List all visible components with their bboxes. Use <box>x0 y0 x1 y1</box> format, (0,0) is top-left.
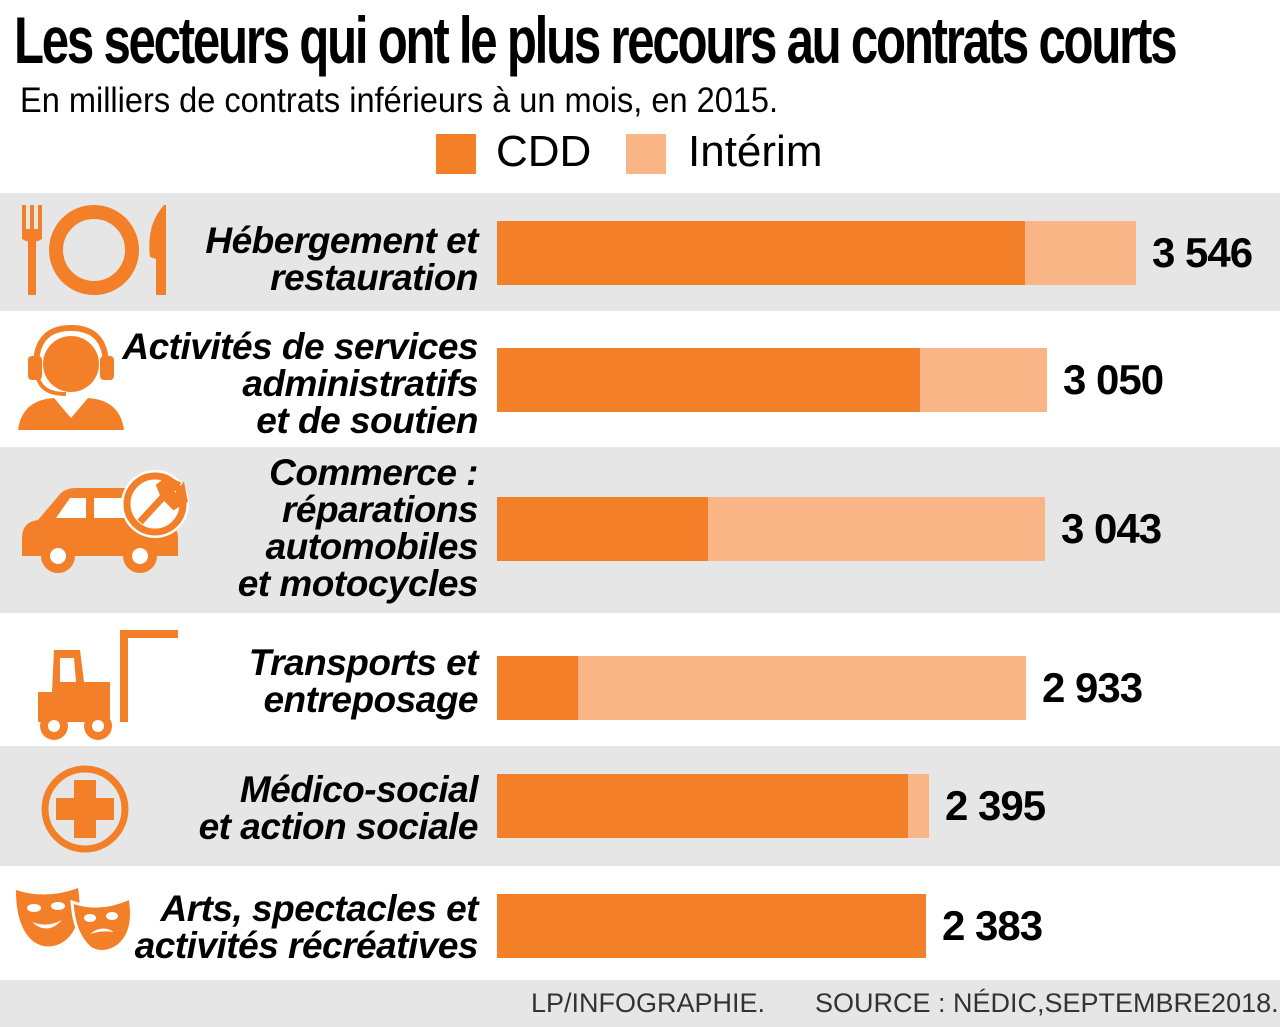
bar-total-label: 2 933 <box>1042 664 1143 711</box>
bar-total-label: 3 050 <box>1063 356 1164 403</box>
bar-total-label: 2 395 <box>945 782 1046 829</box>
category-label: Commerce : réparations automobiles et mo… <box>237 452 479 604</box>
car-wrench-icon <box>18 468 190 581</box>
bar-total-label: 2 383 <box>942 902 1043 949</box>
bar-cdd <box>497 894 926 958</box>
chart-subtitle: En milliers de contrats inférieurs à un … <box>20 81 779 120</box>
cutlery-plate-icon <box>16 205 168 300</box>
bar-interim <box>1025 221 1136 285</box>
bar-cdd <box>497 656 578 720</box>
category-label: Transports et entreposage <box>248 642 479 720</box>
bar-total-label: 3 043 <box>1061 505 1162 552</box>
medical-cross-icon <box>40 764 130 859</box>
theater-masks-icon <box>14 884 133 959</box>
footer-source: SOURCE : NÉDIC,SEPTEMBRE2018. <box>815 988 1279 1018</box>
category-label: Activités de services administratifs et … <box>122 326 478 441</box>
category-label: Hébergement et restauration <box>205 220 478 298</box>
legend: CDD Intérim <box>0 126 1280 180</box>
bar-cdd <box>497 497 708 561</box>
bar-total-label: 3 546 <box>1152 229 1253 276</box>
bar-cdd <box>497 774 908 838</box>
category-label: Médico-social et action sociale <box>198 769 479 847</box>
legend-swatch-interim <box>626 134 666 174</box>
bar-interim <box>920 348 1047 412</box>
legend-swatch-cdd <box>436 134 476 174</box>
footer-credit: LP/INFOGRAPHIE. <box>531 988 766 1018</box>
bar-cdd <box>497 348 920 412</box>
category-label: Arts, spectacles et activités récréative… <box>134 888 479 966</box>
legend-label-interim: Intérim <box>688 127 823 176</box>
footer: LP/INFOGRAPHIE. SOURCE : NÉDIC,SEPTEMBRE… <box>0 980 1280 1027</box>
forklift-icon <box>34 630 178 745</box>
bar-cdd <box>497 221 1025 285</box>
bar-interim <box>578 656 1026 720</box>
legend-label-cdd: CDD <box>496 127 592 176</box>
bar-interim <box>708 497 1045 561</box>
bar-interim <box>908 774 929 838</box>
headset-operator-icon <box>18 320 124 435</box>
